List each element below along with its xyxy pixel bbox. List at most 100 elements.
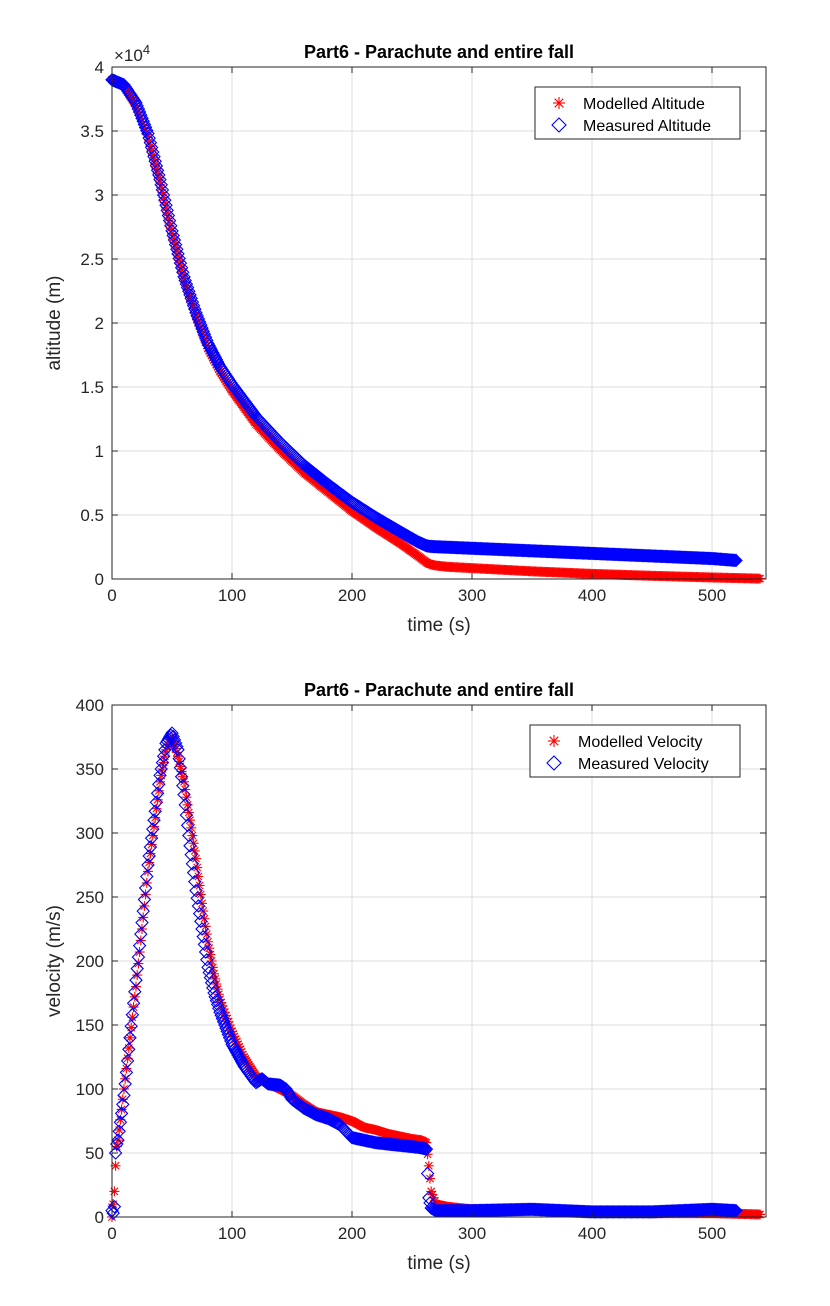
data-point: [153, 768, 167, 783]
data-point: [137, 117, 152, 132]
data-point: [194, 318, 208, 332]
data-point: [173, 760, 188, 775]
data-point: [172, 751, 186, 766]
data-point: [208, 990, 222, 1004]
data-point: [177, 270, 191, 284]
data-point: [165, 726, 179, 740]
data-point: [416, 1141, 430, 1155]
data-point: [213, 1005, 227, 1019]
data-point: [724, 1203, 738, 1218]
data-point: [106, 1206, 120, 1220]
velocity-chart: 0 100 200 300 400 500 0 50 100 150 200 250 300 350 400…: [44, 680, 767, 1274]
data-point: [117, 1088, 131, 1103]
legend-box: [529, 724, 741, 778]
data-point: [190, 891, 204, 906]
data-point: [232, 1050, 246, 1065]
data-point: [208, 350, 222, 365]
x-tick-label: 400: [578, 1224, 606, 1243]
data-point: [136, 114, 150, 129]
data-point: [196, 324, 210, 338]
x-tick-label: 200: [338, 586, 366, 605]
data-point: [203, 341, 218, 355]
data-point: [167, 733, 182, 747]
data-point: [221, 1027, 236, 1042]
data-point: [176, 778, 190, 793]
legend-label: Measured Velocity: [578, 756, 709, 773]
data-point: [185, 295, 200, 309]
y-tick-label: 2: [95, 314, 104, 333]
data-point: [216, 1015, 231, 1029]
data-point: [132, 105, 147, 119]
y-tick-label: 1: [95, 442, 104, 461]
data-point: [420, 1166, 435, 1181]
x-tick-label: 500: [698, 1224, 726, 1243]
data-point: [197, 327, 212, 342]
data-point: [147, 813, 161, 827]
data-point: [726, 1203, 741, 1218]
data-point: [204, 343, 219, 358]
data-point: [192, 862, 203, 873]
data-point: [183, 839, 197, 853]
y-tick-label: 250: [76, 888, 104, 907]
legend-label: Modelled Altitude: [583, 96, 705, 113]
y-axis-label: altitude (m): [44, 275, 65, 370]
y-tick-label: 0: [95, 570, 104, 589]
data-point: [110, 1137, 124, 1151]
data-point: [107, 1199, 122, 1214]
x-tick-label: 400: [578, 586, 606, 605]
y-tick-label: 0: [95, 1208, 104, 1227]
data-point: [233, 1052, 248, 1067]
data-point: [118, 1077, 132, 1091]
data-point: [183, 288, 197, 302]
data-point: [194, 914, 208, 929]
data-point: [191, 899, 206, 913]
data-point: [230, 1046, 244, 1060]
y-tick-label: 150: [76, 1016, 104, 1035]
data-point: [124, 1019, 138, 1034]
data-point: [201, 336, 215, 351]
data-point: [125, 1032, 135, 1043]
data-point: [723, 553, 737, 567]
chart-title: Part6 - Parachute and entire fall: [304, 42, 574, 62]
data-point: [148, 804, 162, 819]
data-point: [131, 950, 146, 964]
data-point: [182, 284, 196, 299]
data-point: [128, 984, 142, 999]
data-point: [210, 997, 225, 1012]
data-point: [210, 355, 225, 369]
data-point: [144, 831, 159, 845]
y-tick-label: 0.5: [80, 506, 104, 525]
data-point: [188, 302, 202, 316]
data-point: [219, 1021, 233, 1035]
data-point: [138, 881, 153, 895]
x-tick-label: 100: [218, 1224, 246, 1243]
x-tick-label: 500: [698, 586, 726, 605]
data-point: [111, 1133, 125, 1147]
data-point: [197, 937, 212, 952]
legend: Modelled Altitude Measured Altitude: [534, 86, 741, 140]
data-point: [123, 1031, 137, 1045]
data-point: [193, 871, 204, 882]
data-point: [137, 892, 152, 907]
data-point: [185, 856, 200, 871]
data-point: [122, 1042, 136, 1057]
data-point: [215, 1011, 230, 1026]
data-point: [183, 807, 194, 818]
data-point: [168, 736, 183, 750]
legend: Modelled Velocity Measured Velocity: [529, 724, 741, 778]
data-point: [195, 889, 206, 900]
data-point: [218, 1018, 232, 1032]
data-point: [224, 1034, 238, 1048]
data-point: [282, 1088, 297, 1102]
data-point: [729, 553, 743, 568]
data-point: [113, 1115, 128, 1130]
data-point: [198, 945, 213, 959]
chart-title: Part6 - Parachute and entire fall: [304, 680, 574, 700]
data-point: [209, 352, 224, 367]
data-point: [149, 795, 164, 810]
data-point: [184, 847, 198, 862]
data-point: [152, 777, 166, 792]
data-point: [755, 1209, 765, 1220]
data-point: [192, 906, 207, 921]
